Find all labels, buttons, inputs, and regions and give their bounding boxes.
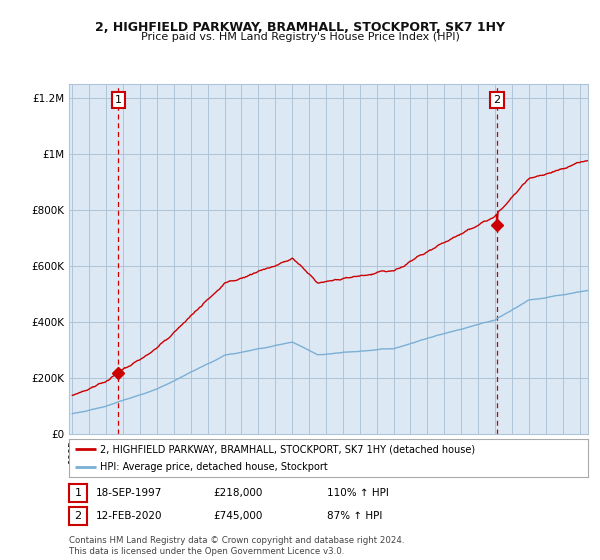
Text: Price paid vs. HM Land Registry's House Price Index (HPI): Price paid vs. HM Land Registry's House … (140, 32, 460, 43)
Text: 18-SEP-1997: 18-SEP-1997 (96, 488, 163, 498)
Text: 1: 1 (74, 488, 82, 498)
Text: 87% ↑ HPI: 87% ↑ HPI (327, 511, 382, 521)
Text: £745,000: £745,000 (213, 511, 262, 521)
Text: 2: 2 (74, 511, 82, 521)
Text: 12-FEB-2020: 12-FEB-2020 (96, 511, 163, 521)
Text: 2: 2 (493, 95, 500, 105)
Text: Contains HM Land Registry data © Crown copyright and database right 2024.
This d: Contains HM Land Registry data © Crown c… (69, 536, 404, 556)
Text: 110% ↑ HPI: 110% ↑ HPI (327, 488, 389, 498)
Text: £218,000: £218,000 (213, 488, 262, 498)
Text: 2, HIGHFIELD PARKWAY, BRAMHALL, STOCKPORT, SK7 1HY: 2, HIGHFIELD PARKWAY, BRAMHALL, STOCKPOR… (95, 21, 505, 34)
Text: 1: 1 (115, 95, 122, 105)
Text: 2, HIGHFIELD PARKWAY, BRAMHALL, STOCKPORT, SK7 1HY (detached house): 2, HIGHFIELD PARKWAY, BRAMHALL, STOCKPOR… (100, 444, 475, 454)
Text: HPI: Average price, detached house, Stockport: HPI: Average price, detached house, Stoc… (100, 462, 328, 472)
